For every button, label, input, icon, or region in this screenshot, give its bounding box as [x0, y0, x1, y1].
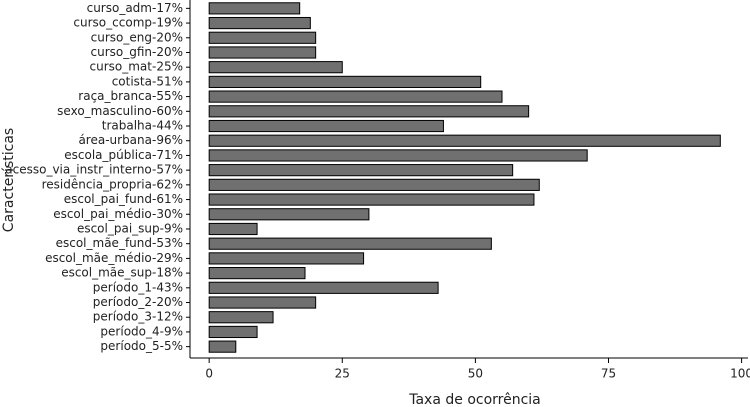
- bar: [208, 31, 317, 44]
- y-tick-label: escol_pai_médio-30%: [53, 207, 183, 221]
- y-tick-label: trabalha-44%: [102, 119, 183, 133]
- y-tick-label: residência_propria-62%: [42, 177, 183, 191]
- y-tick-label: escol_mãe_médio-29%: [45, 251, 183, 265]
- bar: [208, 208, 370, 221]
- bar: [208, 61, 343, 74]
- bar: [208, 149, 588, 162]
- bar: [208, 90, 503, 103]
- bar: [208, 164, 514, 177]
- y-tick-label: escol_pai_fund-61%: [64, 192, 183, 206]
- bar: [208, 325, 258, 339]
- y-tick-label: curso_adm-17%: [87, 1, 183, 15]
- bar: [208, 222, 258, 236]
- y-tick-label: curso_ccomp-19%: [73, 16, 183, 30]
- y-tick-label: período_4-9%: [100, 324, 183, 338]
- bar: [208, 119, 444, 133]
- y-tick-label: escol_mãe_fund-53%: [56, 236, 183, 250]
- y-tick-label: período_2-20%: [93, 295, 183, 309]
- y-tick-label: período_3-12%: [93, 310, 183, 324]
- x-tick-label: 75: [601, 367, 616, 381]
- y-tick-label: curso_mat-25%: [90, 60, 183, 74]
- bar: [208, 267, 306, 280]
- y-tick-label: cotista-51%: [112, 74, 183, 88]
- bar: [208, 178, 540, 191]
- x-axis-title: Taxa de ocorrência: [408, 392, 541, 407]
- bar: [208, 193, 535, 206]
- bar: [208, 340, 237, 353]
- y-tick-label: curso_gfin-20%: [90, 45, 183, 59]
- bar: [208, 75, 482, 88]
- x-tick-label: 50: [468, 367, 483, 381]
- x-tick-label: 25: [335, 367, 350, 381]
- y-tick-label: período_5-5%: [100, 339, 183, 353]
- bar: [208, 296, 317, 309]
- y-tick-label: raça_branca-55%: [78, 89, 183, 103]
- y-tick-label: escol_mãe_sup-18%: [61, 266, 183, 280]
- y-tick-label: escol_pai_sup-9%: [77, 221, 183, 235]
- bar: [208, 281, 439, 294]
- bar: [208, 237, 492, 250]
- y-axis-title: Características: [1, 128, 17, 232]
- y-tick-label: escola_pública-71%: [64, 148, 183, 162]
- bar: [208, 134, 721, 147]
- bar: [208, 2, 301, 15]
- bar: [208, 16, 311, 30]
- y-tick-label: sexo_masculino-60%: [57, 104, 183, 118]
- x-tick-label: 100: [730, 367, 750, 381]
- y-tick-label: curso_eng-20%: [91, 30, 183, 44]
- x-tick-label: 0: [205, 367, 213, 381]
- bar: [208, 311, 274, 324]
- bar: [208, 105, 530, 118]
- bar: [208, 46, 317, 59]
- bar: [208, 252, 365, 265]
- y-tick-label: área-urbana-96%: [78, 133, 183, 147]
- y-tick-label: acesso_via_instr_interno-57%: [5, 163, 183, 177]
- y-tick-label: período_1-43%: [93, 280, 183, 294]
